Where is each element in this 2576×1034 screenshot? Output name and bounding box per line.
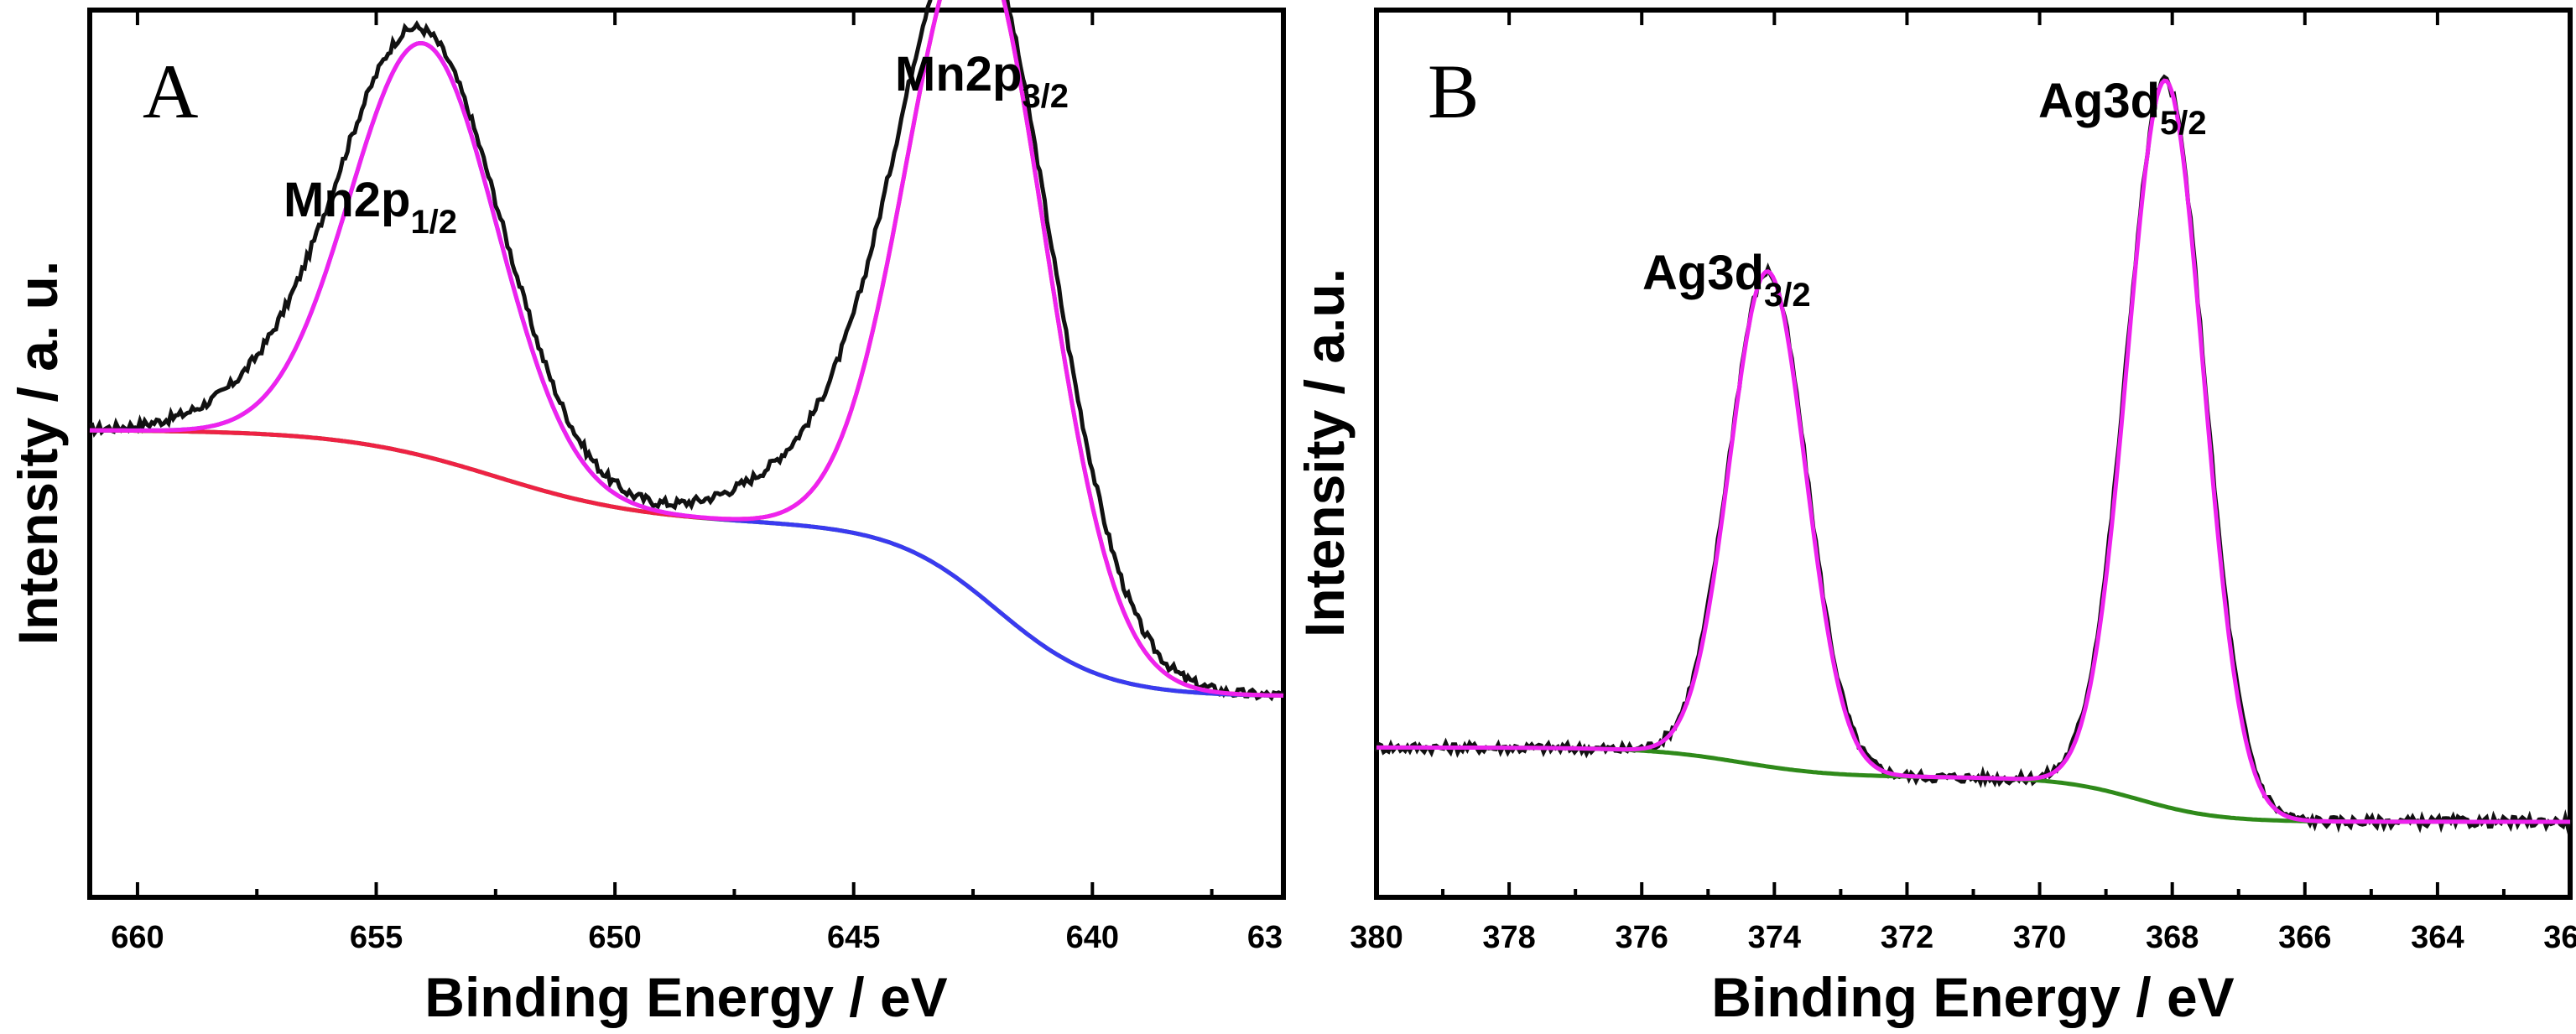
panel-a-series-fit-1 <box>90 40 1283 698</box>
panel-b-letter: B <box>1428 49 1479 134</box>
panel-a-frame <box>87 8 1286 900</box>
panel-b-peak-label-1: Ag3d3/2 <box>1642 246 1811 314</box>
panel-a-letter: A <box>143 49 198 134</box>
panel-b: B 380 378 376 374 372 370 368 366 364 362 Ag3d3/2… <box>1293 8 2576 1028</box>
panel-a-x-tick-label: 660 <box>111 920 164 955</box>
panel-a-series-experimental <box>89 0 1284 702</box>
panel-a-x-tick-label: 655 <box>350 920 403 955</box>
panel-b-x-tick-label: 362 <box>2543 920 2576 955</box>
panel-b-series-background <box>1376 745 2570 824</box>
panel-b-series-envelope <box>1376 78 2570 824</box>
panel-a-series-background <box>89 428 1283 698</box>
panel-b-x-ticks: 380 378 376 374 372 370 368 366 364 362 <box>1350 10 2576 955</box>
panel-a-x-tick-label: 640 <box>1066 920 1119 955</box>
panel-b-peak-label-2: Ag3d5/2 <box>2038 74 2207 142</box>
panel-b-x-tick-label: 364 <box>2411 920 2464 955</box>
panel-a-peak-label-2: Mn2p3/2 <box>895 47 1069 115</box>
panel-a: A 660 655 650 645 640 63 Mn2p1/2 Mn2p3/2 Bind… <box>7 0 1286 1028</box>
panel-b-x-tick-label: 380 <box>1350 920 1402 955</box>
panel-b-x-tick-label: 376 <box>1616 920 1668 955</box>
panel-b-x-tick-label: 374 <box>1748 920 1801 955</box>
panel-b-y-axis-label: Intensity / a.u. <box>1293 268 1356 637</box>
panel-a-x-ticks: 660 655 650 645 640 63 <box>111 10 1283 955</box>
panel-b-series-experimental <box>1374 74 2573 834</box>
panel-a-plot-area <box>89 0 1284 702</box>
panel-b-x-tick-label: 372 <box>1881 920 1933 955</box>
panel-a-series-fit-2 <box>89 0 1284 698</box>
panel-b-x-tick-label: 370 <box>2013 920 2066 955</box>
panel-a-series-envelope <box>90 0 1284 698</box>
panel-a-x-axis-label: Binding Energy / eV <box>424 966 947 1028</box>
panel-a-x-tick-label: 63 <box>1247 920 1283 955</box>
panel-b-plot-area <box>1374 74 2573 834</box>
panel-a-y-axis-label: Intensity / a. u. <box>7 261 69 645</box>
panel-a-x-tick-label: 645 <box>827 920 880 955</box>
panel-b-x-tick-label: 366 <box>2278 920 2331 955</box>
panel-a-peak-label-1: Mn2p1/2 <box>284 173 457 241</box>
panel-a-x-tick-label: 650 <box>588 920 641 955</box>
panel-b-x-tick-label: 378 <box>1482 920 1535 955</box>
panel-b-frame <box>1374 8 2573 900</box>
panel-b-x-axis-label: Binding Energy / eV <box>1711 966 2234 1028</box>
panel-b-x-tick-label: 368 <box>2146 920 2199 955</box>
